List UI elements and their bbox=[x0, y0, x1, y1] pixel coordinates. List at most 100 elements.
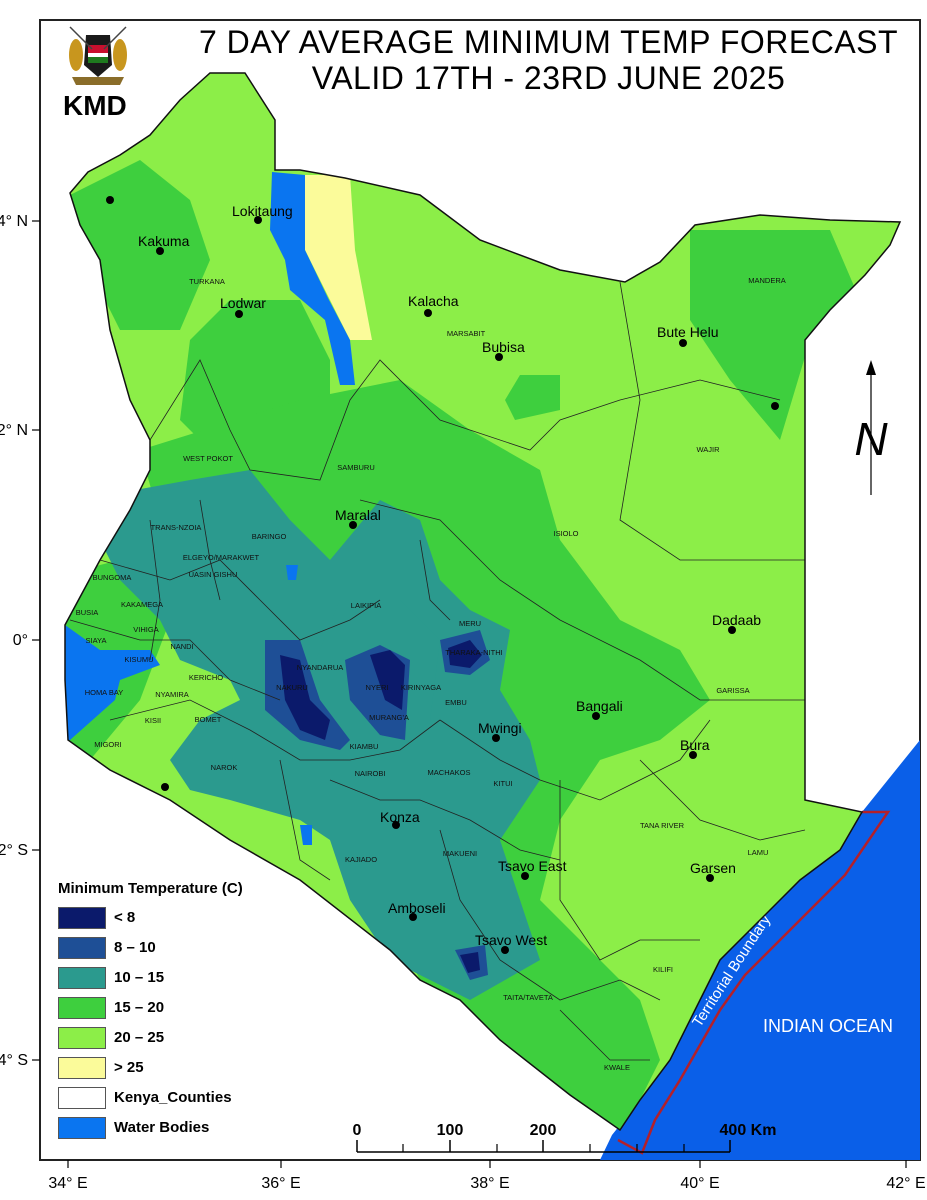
town-label: Tsavo East bbox=[498, 858, 567, 874]
town-marker bbox=[409, 913, 417, 921]
y-tick-label: 4° S bbox=[0, 1052, 28, 1069]
town-label: Bute Helu bbox=[657, 324, 718, 340]
town-label: Dadaab bbox=[712, 612, 761, 628]
county-label: KIAMBU bbox=[350, 742, 379, 751]
x-tick-label: 42° E bbox=[886, 1175, 925, 1192]
town-label: Maralal bbox=[335, 507, 381, 523]
county-label: KERICHO bbox=[189, 673, 223, 682]
town-marker bbox=[254, 216, 262, 224]
county-label: WAJIR bbox=[696, 445, 720, 454]
county-label: NAROK bbox=[211, 763, 238, 772]
legend-label: 15 – 20 bbox=[114, 999, 165, 1016]
legend-item: 20 – 25 bbox=[58, 1025, 298, 1050]
town-label: Bangali bbox=[576, 698, 623, 714]
legend-swatch bbox=[58, 966, 106, 989]
kenya-outline bbox=[64, 72, 902, 1132]
town-label: Bura bbox=[680, 737, 710, 753]
town-marker bbox=[706, 874, 714, 882]
county-label: HOMA BAY bbox=[85, 688, 124, 697]
county-label: KAKAMEGA bbox=[121, 600, 163, 609]
town-marker bbox=[689, 751, 697, 759]
town-label: Kalacha bbox=[408, 293, 459, 309]
legend-item: < 8 bbox=[58, 905, 298, 930]
town-marker bbox=[235, 310, 243, 318]
county-label: WEST POKOT bbox=[183, 454, 233, 463]
x-tick-label: 34° E bbox=[48, 1175, 87, 1192]
county-label: VIHIGA bbox=[133, 625, 158, 634]
town-marker bbox=[392, 821, 400, 829]
legend-swatch bbox=[58, 906, 106, 929]
county-label: KITUI bbox=[493, 779, 512, 788]
town-marker bbox=[492, 734, 500, 742]
town-label: Lodwar bbox=[220, 295, 266, 311]
legend-label: > 25 bbox=[114, 1059, 144, 1076]
agency-logo-text: KMD bbox=[63, 90, 127, 121]
legend-swatch bbox=[58, 1086, 106, 1109]
county-label: MARSABIT bbox=[447, 329, 486, 338]
location-marker bbox=[161, 783, 169, 791]
town-marker bbox=[592, 712, 600, 720]
county-label: KWALE bbox=[604, 1063, 630, 1072]
legend-item: 15 – 20 bbox=[58, 995, 298, 1020]
county-label: NAIROBI bbox=[355, 769, 386, 778]
scale-label-200: 200 bbox=[530, 1122, 557, 1139]
county-label: ISIOLO bbox=[553, 529, 578, 538]
town-marker bbox=[495, 353, 503, 361]
county-label: NYERI bbox=[366, 683, 389, 692]
legend-swatch bbox=[58, 1116, 106, 1139]
kmd-coat-of-arms bbox=[68, 25, 128, 87]
legend-label: 20 – 25 bbox=[114, 1029, 165, 1046]
county-label: NYANDARUA bbox=[297, 663, 344, 672]
y-tick-label: 4° N bbox=[0, 213, 28, 230]
legend-label: < 8 bbox=[114, 909, 136, 926]
county-label: MAKUENI bbox=[443, 849, 477, 858]
county-label: ELGEYO/MARAKWET bbox=[183, 553, 260, 562]
legend-item: > 25 bbox=[58, 1055, 298, 1080]
county-label: KILIFI bbox=[653, 965, 673, 974]
legend-title: Minimum Temperature (C) bbox=[58, 880, 243, 897]
y-tick-label: 2° S bbox=[0, 842, 28, 859]
county-label: MACHAKOS bbox=[428, 768, 471, 777]
legend-item: Water Bodies bbox=[58, 1115, 298, 1140]
county-label: SIAYA bbox=[86, 636, 107, 645]
map-title-line-2: VALID 17TH - 23RD JUNE 2025 bbox=[311, 60, 786, 96]
county-label: NAKURU bbox=[276, 683, 308, 692]
county-label: MERU bbox=[459, 619, 481, 628]
x-tick-label: 38° E bbox=[470, 1175, 509, 1192]
scale-label-0: 0 bbox=[353, 1122, 362, 1139]
town-marker bbox=[679, 339, 687, 347]
town-label: Tsavo West bbox=[475, 932, 547, 948]
county-label: TURKANA bbox=[189, 277, 225, 286]
ocean-label: INDIAN OCEAN bbox=[763, 1016, 893, 1036]
county-label: TAITA/TAVETA bbox=[503, 993, 553, 1002]
county-label: KAJIADO bbox=[345, 855, 377, 864]
county-labels: TURKANA MARSABIT MANDERA WAJIR WEST POKOT SAM… bbox=[76, 276, 786, 1072]
legend-label: 10 – 15 bbox=[114, 969, 165, 986]
scale-bar: 0 100 200 400 Km bbox=[353, 1122, 777, 1153]
county-label: BARINGO bbox=[252, 532, 287, 541]
county-label: SAMBURU bbox=[337, 463, 375, 472]
town-label: Lokitaung bbox=[232, 203, 293, 219]
county-label: MIGORI bbox=[94, 740, 122, 749]
north-arrow: N bbox=[854, 360, 888, 495]
county-label: KISII bbox=[145, 716, 161, 725]
legend-label: Water Bodies bbox=[114, 1119, 210, 1136]
location-marker bbox=[106, 196, 114, 204]
legend-item: 8 – 10 bbox=[58, 935, 298, 960]
y-axis-ticks: 4° N 2° N 0° 2° S 4° S bbox=[0, 213, 40, 1069]
town-marker bbox=[424, 309, 432, 317]
county-label: MURANG'A bbox=[369, 713, 409, 722]
town-label: Amboseli bbox=[388, 900, 446, 916]
county-label: KISUMU bbox=[124, 655, 153, 664]
location-marker bbox=[771, 402, 779, 410]
legend: Minimum Temperature (C) < 8 8 – 10 10 – 15… bbox=[58, 880, 298, 1145]
county-label: UASIN GISHU bbox=[189, 570, 238, 579]
county-label: BOMET bbox=[195, 715, 222, 724]
scale-label-400: 400 Km bbox=[720, 1122, 777, 1139]
x-tick-label: 40° E bbox=[680, 1175, 719, 1192]
svg-text:N: N bbox=[854, 413, 888, 465]
town-marker bbox=[501, 946, 509, 954]
county-label: EMBU bbox=[445, 698, 467, 707]
town-label: Bubisa bbox=[482, 339, 525, 355]
x-axis-ticks: 34° E 36° E 38° E 40° E 42° E bbox=[48, 1160, 926, 1192]
